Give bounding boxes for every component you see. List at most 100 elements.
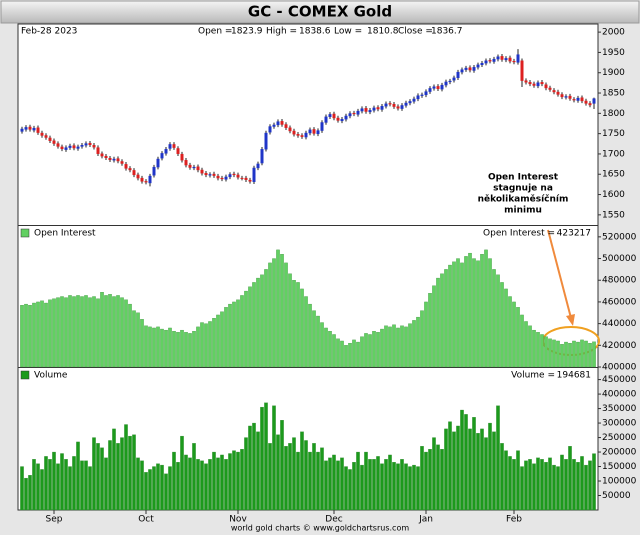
candle-body xyxy=(76,146,80,149)
bar xyxy=(468,428,472,511)
bar xyxy=(248,286,252,368)
arrow-head xyxy=(566,314,575,326)
bar xyxy=(400,325,404,368)
candle-body xyxy=(588,103,592,106)
bar xyxy=(324,327,328,368)
bar xyxy=(124,299,128,368)
candle-body xyxy=(316,130,320,135)
bar xyxy=(580,456,584,511)
candle-body xyxy=(68,145,72,148)
bar xyxy=(136,457,140,511)
bar xyxy=(544,462,548,511)
candle-body xyxy=(468,67,472,71)
bar xyxy=(572,340,576,368)
bar xyxy=(88,466,92,511)
bar xyxy=(384,325,388,368)
bar xyxy=(84,295,88,368)
candle-body xyxy=(424,91,428,96)
candle-body xyxy=(572,99,576,101)
bar xyxy=(348,469,352,511)
bar xyxy=(512,301,516,368)
candle-body xyxy=(156,158,160,168)
bar xyxy=(180,435,184,511)
candle-body xyxy=(528,82,532,85)
ohlc-value: 1823.9 xyxy=(231,27,263,37)
candle-body xyxy=(592,98,596,104)
ohlc-value: 1838.6 xyxy=(299,27,331,37)
bar xyxy=(380,328,384,368)
readout-label: Volume = xyxy=(511,371,555,381)
candle-body xyxy=(352,112,356,115)
y-tick-label: 1650 xyxy=(602,170,625,180)
bar xyxy=(32,302,36,368)
candle-body xyxy=(20,128,24,132)
bar xyxy=(68,295,72,368)
bar xyxy=(172,331,176,368)
bar xyxy=(64,297,68,368)
bar xyxy=(276,434,280,511)
bar xyxy=(576,462,580,511)
candle-body xyxy=(488,60,492,62)
bar xyxy=(452,261,456,368)
bar xyxy=(304,296,308,368)
bar xyxy=(564,459,568,511)
candle-body xyxy=(148,175,152,184)
bar xyxy=(240,295,244,368)
bar xyxy=(168,466,172,511)
y-tick-label: 400000 xyxy=(602,363,637,373)
bar xyxy=(252,422,256,511)
bar xyxy=(408,466,412,511)
candle-body xyxy=(348,113,352,117)
candle-body xyxy=(444,81,448,86)
candle-body xyxy=(92,145,96,148)
x-tick-label: Feb xyxy=(506,515,522,525)
candle-body xyxy=(432,86,436,89)
bar xyxy=(364,451,368,511)
bar xyxy=(268,262,272,368)
bar xyxy=(260,406,264,511)
candle-body xyxy=(404,102,408,106)
bar xyxy=(284,262,288,368)
bar xyxy=(236,451,240,511)
candle-body xyxy=(284,124,288,128)
bar xyxy=(196,459,200,511)
bar xyxy=(452,431,456,511)
bar xyxy=(188,457,192,511)
candle-body xyxy=(96,147,100,154)
legend-label: Volume xyxy=(34,371,68,381)
candle-body xyxy=(320,122,324,131)
bar xyxy=(188,333,192,368)
bar xyxy=(556,466,560,511)
bar xyxy=(556,340,560,368)
bar xyxy=(440,273,444,368)
bar xyxy=(584,340,588,368)
bar xyxy=(524,460,528,511)
bar xyxy=(332,334,336,368)
bar xyxy=(416,466,420,511)
bar xyxy=(496,405,500,511)
bar xyxy=(424,301,428,368)
bar xyxy=(360,336,364,368)
candle-body xyxy=(272,124,276,127)
bar xyxy=(392,324,396,368)
bar xyxy=(532,329,536,368)
bar xyxy=(60,296,64,368)
candle-body xyxy=(172,144,176,148)
bar xyxy=(140,460,144,511)
candle-body xyxy=(308,129,312,134)
x-tick-label: Dec xyxy=(325,515,342,525)
bar xyxy=(424,451,428,511)
bar xyxy=(180,329,184,368)
y-tick-label: 250000 xyxy=(602,433,637,443)
bar xyxy=(236,299,240,368)
candle-body xyxy=(412,98,416,102)
bar xyxy=(200,460,204,511)
candle-body xyxy=(176,148,180,154)
bar xyxy=(144,325,148,368)
date-label: Feb-28 2023 xyxy=(21,27,77,37)
bar xyxy=(104,457,108,511)
bar xyxy=(208,459,212,511)
candle-body xyxy=(380,106,384,110)
candle-body xyxy=(232,173,236,176)
candle-body xyxy=(168,144,172,149)
